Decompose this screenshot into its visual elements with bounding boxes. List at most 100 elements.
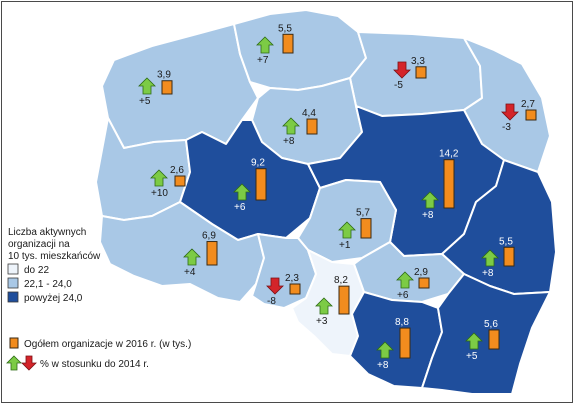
legend-title-line-1: Liczba aktywnych: [8, 227, 86, 238]
bar-podlaskie: [525, 109, 537, 121]
change-label-warminsko-mazurskie: -5: [394, 80, 403, 91]
arrow-up-icon: [150, 169, 168, 187]
value-label-swietokrzyskie: 2,9: [414, 267, 428, 278]
bar-mazowieckie: [443, 159, 455, 209]
bar-lubelskie: [503, 246, 515, 267]
bar-opolskie: [289, 283, 301, 295]
legend-arrow-up-icon: [6, 355, 22, 371]
bar-kujawsko-pomorskie: [306, 118, 318, 135]
value-label-podkarpackie: 5,6: [484, 319, 498, 330]
marker-mazowieckie: 14,2 +8: [421, 149, 459, 221]
change-label-slaskie: +3: [316, 316, 328, 327]
legend-title-line-3: 10 tys. mieszkańców: [8, 251, 101, 262]
arrow-up-icon: [396, 271, 414, 289]
change-label-podlaskie: -3: [502, 122, 511, 133]
change-label-mazowieckie: +8: [422, 210, 434, 221]
change-label-lubelskie: +8: [482, 268, 494, 279]
bar-pomorskie: [282, 33, 294, 54]
marker-lodzkie: 5,7 +1: [338, 208, 372, 251]
change-label-kujawsko-pomorskie: +8: [283, 136, 295, 147]
legend: Liczba aktywnych organizacji na 10 tys. …: [6, 227, 191, 371]
marker-pomorskie: 5,5 +7: [256, 23, 294, 66]
arrow-up-icon: [183, 248, 201, 266]
value-label-lodzkie: 5,7: [356, 208, 370, 219]
bar-malopolskie: [399, 327, 411, 359]
arrow-up-icon: [481, 249, 499, 267]
legend-swatch-mid: [7, 277, 19, 289]
change-label-dolnoslaskie: +4: [184, 267, 196, 278]
change-label-pomorskie: +7: [257, 55, 269, 66]
marker-swietokrzyskie: 2,9 +6: [396, 267, 430, 301]
regions-layer: [95, 9, 557, 395]
marker-podlaskie: 2,7 -3: [501, 99, 537, 133]
marker-kujawsko-pomorskie: 4,4 +8: [282, 108, 318, 147]
marker-malopolskie: 8,8 +8: [376, 317, 411, 371]
marker-slaskie: 8,2 +3: [315, 275, 350, 327]
marker-warminsko-mazurskie: 3,3 -5: [393, 56, 427, 91]
change-label-swietokrzyskie: +6: [397, 290, 409, 301]
bar-slaskie: [338, 285, 350, 315]
marker-wielkopolskie: 9,2 +6: [233, 158, 267, 213]
arrow-up-icon: [421, 191, 439, 209]
arrow-up-icon: [465, 332, 483, 350]
arrow-up-icon: [256, 36, 274, 54]
legend-arrow-down-icon: [21, 355, 37, 371]
value-label-kujawsko-pomorskie: 4,4: [302, 108, 316, 119]
value-label-mazowieckie: 14,2: [439, 149, 459, 160]
bar-zachodniopomorskie: [161, 80, 173, 95]
poland-map: 5,5 +7 3,9 +5 3,3 -5 2,7 -3 4,4 +8 2,6 +10 9,2 +6 14,2…: [6, 9, 557, 395]
bar-podkarpackie: [488, 329, 500, 350]
bar-swietokrzyskie: [418, 277, 430, 289]
value-label-opolskie: 2,3: [285, 273, 299, 284]
legend-change-label: % w stosunku do 2014 r.: [40, 359, 149, 370]
value-label-dolnoslaskie: 6,9: [202, 231, 216, 242]
arrow-down-icon: [266, 277, 284, 295]
legend-label-mid: 22,1 - 24,0: [24, 279, 72, 290]
arrow-down-icon: [501, 103, 519, 121]
bar-lodzkie: [360, 218, 372, 239]
marker-lubuskie: 2,6 +10: [150, 165, 186, 199]
marker-opolskie: 2,3 -8: [266, 273, 301, 307]
legend-label-high: powyżej 24,0: [24, 293, 83, 304]
region-podkarpackie[interactable]: [421, 273, 551, 395]
value-label-zachodniopomorskie: 3,9: [157, 70, 171, 81]
bar-lubuskie: [174, 175, 186, 187]
marker-dolnoslaskie: 6,9 +4: [183, 231, 218, 278]
change-label-podkarpackie: +5: [466, 351, 478, 362]
marker-lubelskie: 5,5 +8: [481, 236, 515, 279]
legend-swatch-high: [7, 291, 19, 303]
value-label-lubuskie: 2,6: [170, 165, 184, 176]
arrow-up-icon: [282, 117, 300, 135]
change-label-opolskie: -8: [267, 296, 276, 307]
change-label-lubuskie: +10: [151, 188, 168, 199]
change-label-zachodniopomorskie: +5: [139, 96, 151, 107]
bar-dolnoslaskie: [206, 241, 218, 266]
change-label-malopolskie: +8: [377, 360, 389, 371]
value-label-slaskie: 8,2: [334, 275, 348, 286]
marker-podkarpackie: 5,6 +5: [465, 319, 500, 362]
marker-zachodniopomorskie: 3,9 +5: [138, 70, 173, 107]
value-label-wielkopolskie: 9,2: [251, 158, 265, 169]
markers-layer: 5,5 +7 3,9 +5 3,3 -5 2,7 -3 4,4 +8 2,6 +10 9,2 +6 14,2…: [138, 23, 537, 371]
change-label-lodzkie: +1: [339, 240, 351, 251]
arrow-up-icon: [338, 221, 356, 239]
legend-title-line-2: organizacji na: [8, 239, 70, 250]
bar-warminsko-mazurskie: [415, 66, 427, 79]
value-label-pomorskie: 5,5: [278, 23, 292, 34]
legend-bar-icon: [9, 337, 19, 349]
arrow-up-icon: [376, 341, 394, 359]
arrow-up-icon: [138, 77, 156, 95]
arrow-down-icon: [393, 61, 411, 79]
arrow-up-icon: [233, 183, 251, 201]
legend-swatch-low: [7, 263, 19, 275]
value-label-lubelskie: 5,5: [499, 236, 513, 247]
change-label-wielkopolskie: +6: [234, 202, 246, 213]
arrow-up-icon: [315, 297, 333, 315]
legend-bar-label: Ogółem organizacje w 2016 r. (w tys.): [24, 339, 191, 350]
bar-wielkopolskie: [255, 168, 267, 201]
region-pomorskie[interactable]: [233, 9, 367, 91]
legend-label-low: do 22: [24, 265, 49, 276]
value-label-warminsko-mazurskie: 3,3: [411, 56, 425, 67]
value-label-malopolskie: 8,8: [395, 317, 409, 328]
